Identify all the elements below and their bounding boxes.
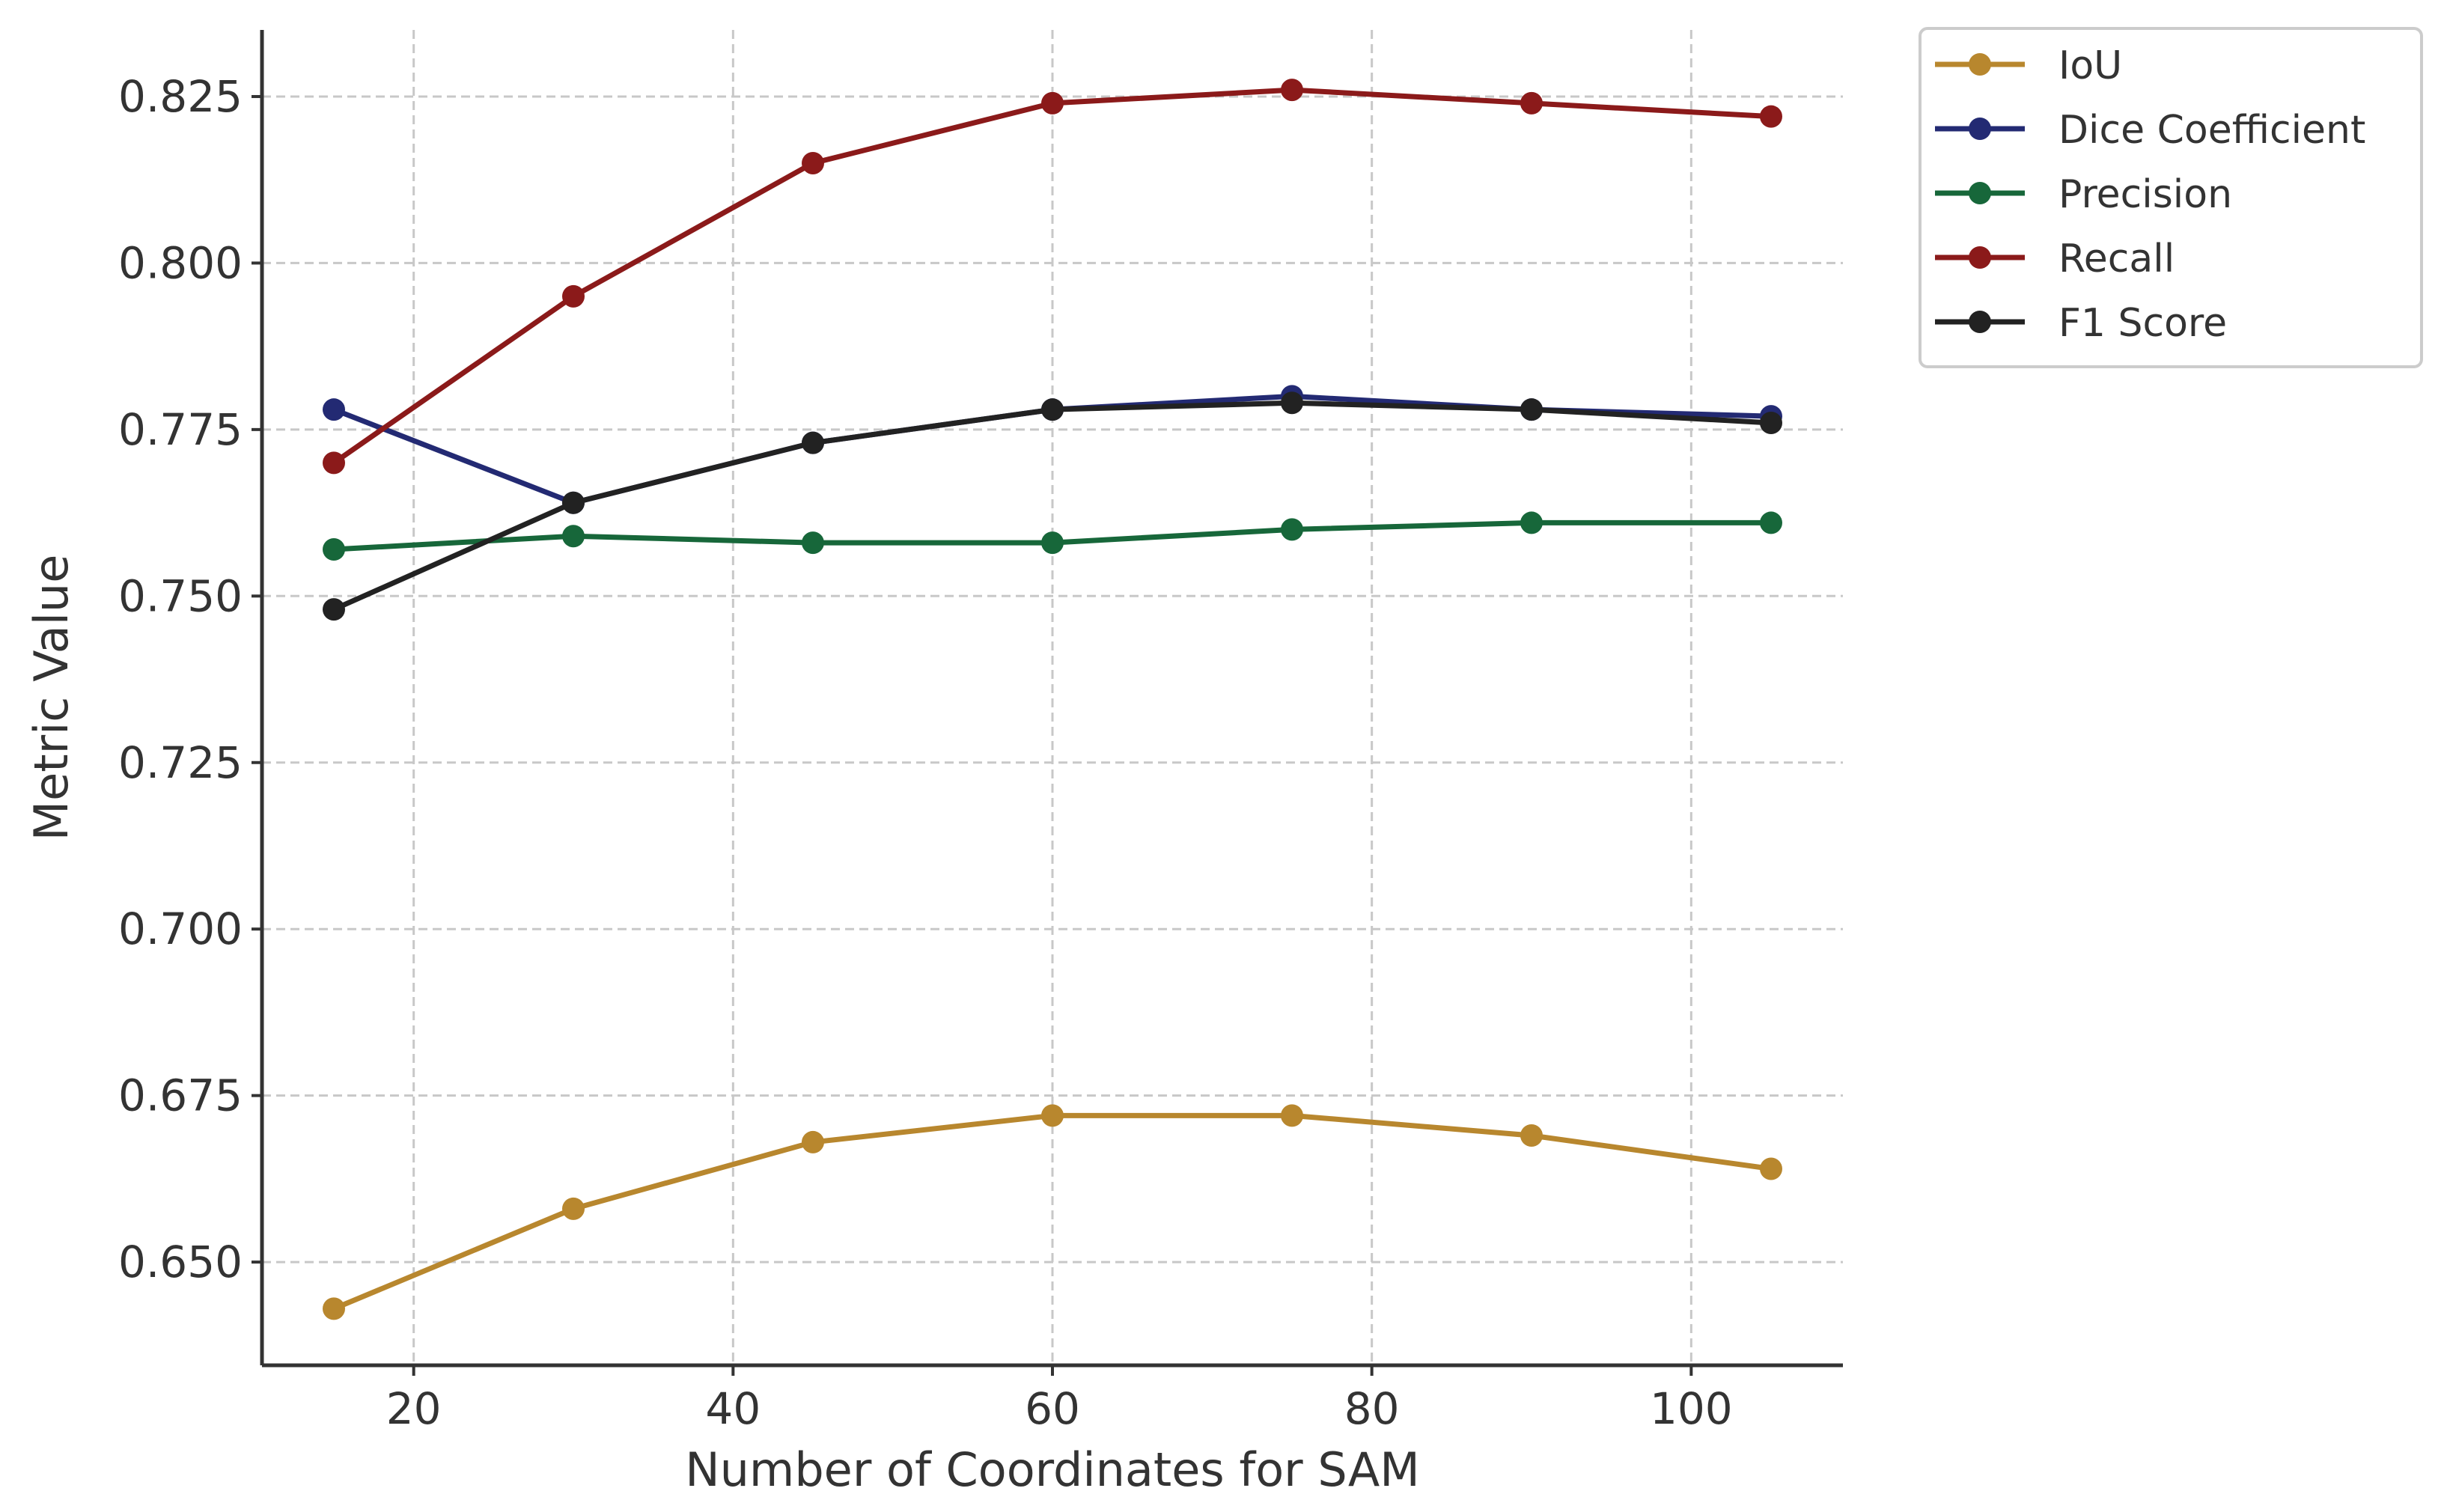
legend-item: Precision xyxy=(1935,172,2232,217)
data-point xyxy=(1041,398,1064,421)
y-tick-label: 0.675 xyxy=(118,1070,243,1121)
series-lines xyxy=(323,79,1782,1320)
data-point xyxy=(1760,511,1782,534)
legend-label: IoU xyxy=(2058,43,2122,88)
x-tick-label: 40 xyxy=(705,1383,761,1434)
data-point xyxy=(1520,1124,1543,1147)
data-point xyxy=(562,491,585,514)
data-point xyxy=(323,398,345,421)
data-point xyxy=(802,431,824,454)
data-point xyxy=(562,284,585,308)
y-axis-label: Metric Value xyxy=(24,555,79,841)
grid-lines xyxy=(262,30,1843,1365)
data-point xyxy=(562,1197,585,1220)
data-point xyxy=(323,598,345,621)
legend: IoU Dice Coefficient Precision Recall F1 Sco… xyxy=(1919,27,2423,368)
data-point xyxy=(802,151,824,174)
series-precision xyxy=(323,511,1782,561)
data-point xyxy=(323,1297,345,1320)
data-point xyxy=(1041,1104,1064,1127)
legend-box xyxy=(1919,27,2423,368)
y-tick-label: 0.800 xyxy=(118,237,243,288)
data-point xyxy=(1281,79,1303,102)
legend-item: IoU xyxy=(1935,43,2122,88)
legend-marker xyxy=(1969,182,1991,204)
x-axis-label: Number of Coordinates for SAM xyxy=(685,1442,1420,1497)
legend-item: Dice Coefficient xyxy=(1935,108,2365,153)
data-point xyxy=(1281,518,1303,541)
data-point xyxy=(1760,105,1782,128)
axes: 20 40 60 80 100 0.650 0.675 0.700 0.725 0.750 0.77… xyxy=(118,30,1843,1434)
x-tick-label: 60 xyxy=(1025,1383,1080,1434)
data-point xyxy=(1760,411,1782,434)
series-iou xyxy=(323,1104,1782,1320)
legend-item: F1 Score xyxy=(1935,301,2227,346)
legend-item: Recall xyxy=(1935,237,2175,281)
y-tick-label: 0.825 xyxy=(118,71,243,122)
data-point xyxy=(1520,511,1543,534)
y-tick-label: 0.725 xyxy=(118,737,243,788)
series-f1-score xyxy=(323,391,1782,621)
data-point xyxy=(1760,1157,1782,1180)
data-point xyxy=(1281,391,1303,415)
data-point xyxy=(1520,91,1543,115)
y-tick-label: 0.750 xyxy=(118,570,243,621)
legend-label: Precision xyxy=(2058,172,2232,217)
legend-marker xyxy=(1969,53,1991,76)
legend-label: F1 Score xyxy=(2058,301,2227,346)
data-point xyxy=(1041,531,1064,555)
x-tick-label: 80 xyxy=(1344,1383,1400,1434)
legend-marker xyxy=(1969,246,1991,269)
x-tick-label: 100 xyxy=(1650,1383,1733,1434)
data-point xyxy=(323,538,345,561)
data-point xyxy=(802,1130,824,1153)
data-point xyxy=(1520,398,1543,421)
x-tick-label: 20 xyxy=(386,1383,442,1434)
data-point xyxy=(1281,1104,1303,1127)
data-point xyxy=(562,525,585,548)
y-tick-label: 0.700 xyxy=(118,903,243,954)
legend-label: Dice Coefficient xyxy=(2058,108,2365,153)
data-point xyxy=(323,451,345,475)
y-tick-label: 0.650 xyxy=(118,1237,243,1287)
legend-marker xyxy=(1969,118,1991,140)
series-recall xyxy=(323,79,1782,475)
y-tick-label: 0.775 xyxy=(118,404,243,455)
legend-label: Recall xyxy=(2058,237,2175,281)
data-point xyxy=(1041,91,1064,115)
data-point xyxy=(802,531,824,555)
legend-marker xyxy=(1969,311,1991,333)
